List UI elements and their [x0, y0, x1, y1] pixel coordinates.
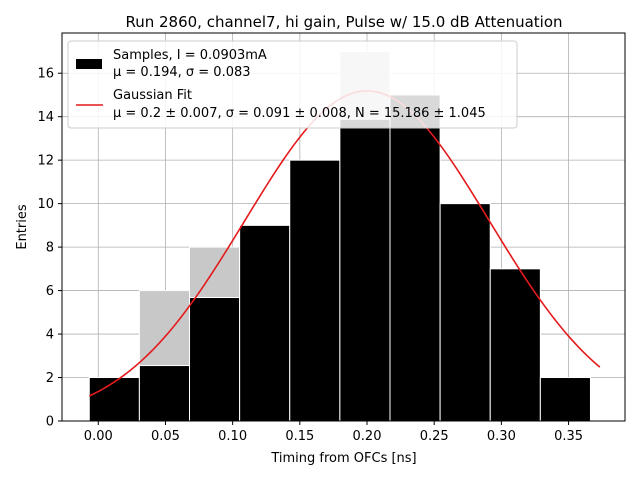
chart-title: Run 2860, channel7, hi gain, Pulse w/ 15… [125, 13, 562, 31]
legend-box [67, 40, 518, 129]
x-tick-label: 0.20 [353, 429, 382, 444]
legend-samples-line1: Samples, I = 0.0903mA [113, 48, 267, 63]
y-axis-label: Entries [15, 204, 30, 250]
plot-frame [61, 32, 626, 422]
y-tick-label: 8 [46, 241, 54, 256]
y-tick-label: 14 [37, 110, 54, 125]
y-tick-label: 12 [37, 154, 54, 169]
x-tick-label: 0.05 [151, 429, 180, 444]
y-tick-label: 4 [46, 328, 54, 343]
legend: Samples, I = 0.0903mA μ = 0.194, σ = 0.0… [67, 40, 518, 129]
x-tick-label: 0.35 [554, 429, 583, 444]
legend-samples-swatch [76, 59, 102, 69]
histogram-bar-fill [439, 203, 491, 422]
legend-fit-line1: Gaussian Fit [113, 88, 192, 103]
legend-fit-line2: μ = 0.2 ± 0.007, σ = 0.091 ± 0.008, N = … [113, 106, 486, 121]
y-tick-label: 16 [37, 67, 54, 82]
histogram-bar-fill [239, 224, 291, 422]
x-tick-label: 0.15 [285, 429, 314, 444]
histogram-bar-fill [339, 118, 391, 422]
x-tick-label: 0.25 [420, 429, 449, 444]
histogram-bar-fill [138, 365, 191, 422]
x-tick-label: 0.30 [487, 429, 516, 444]
histogram-bar-fill [389, 94, 441, 422]
y-tick-label: 0 [46, 415, 54, 430]
x-axis-ticks: 0.00 0.05 0.10 0.15 0.20 0.25 0.30 0.35 [84, 421, 583, 444]
x-tick-label: 0.10 [218, 429, 247, 444]
x-axis-label: Timing from OFCs [ns] [270, 451, 416, 466]
histogram-bar-fill [88, 377, 140, 422]
histogram-bar-fill [539, 377, 591, 422]
histogram-bar-fill [489, 268, 541, 422]
y-tick-label: 2 [46, 371, 54, 386]
x-tick-label: 0.00 [84, 429, 113, 444]
legend-samples-line2: μ = 0.194, σ = 0.083 [113, 65, 251, 80]
histogram-bar-fill [289, 159, 341, 422]
histogram-bar-fill [189, 297, 241, 422]
y-tick-label: 10 [37, 197, 54, 212]
y-tick-label: 6 [46, 284, 54, 299]
y-axis-ticks: 0 2 4 6 8 10 12 14 16 [37, 67, 62, 430]
